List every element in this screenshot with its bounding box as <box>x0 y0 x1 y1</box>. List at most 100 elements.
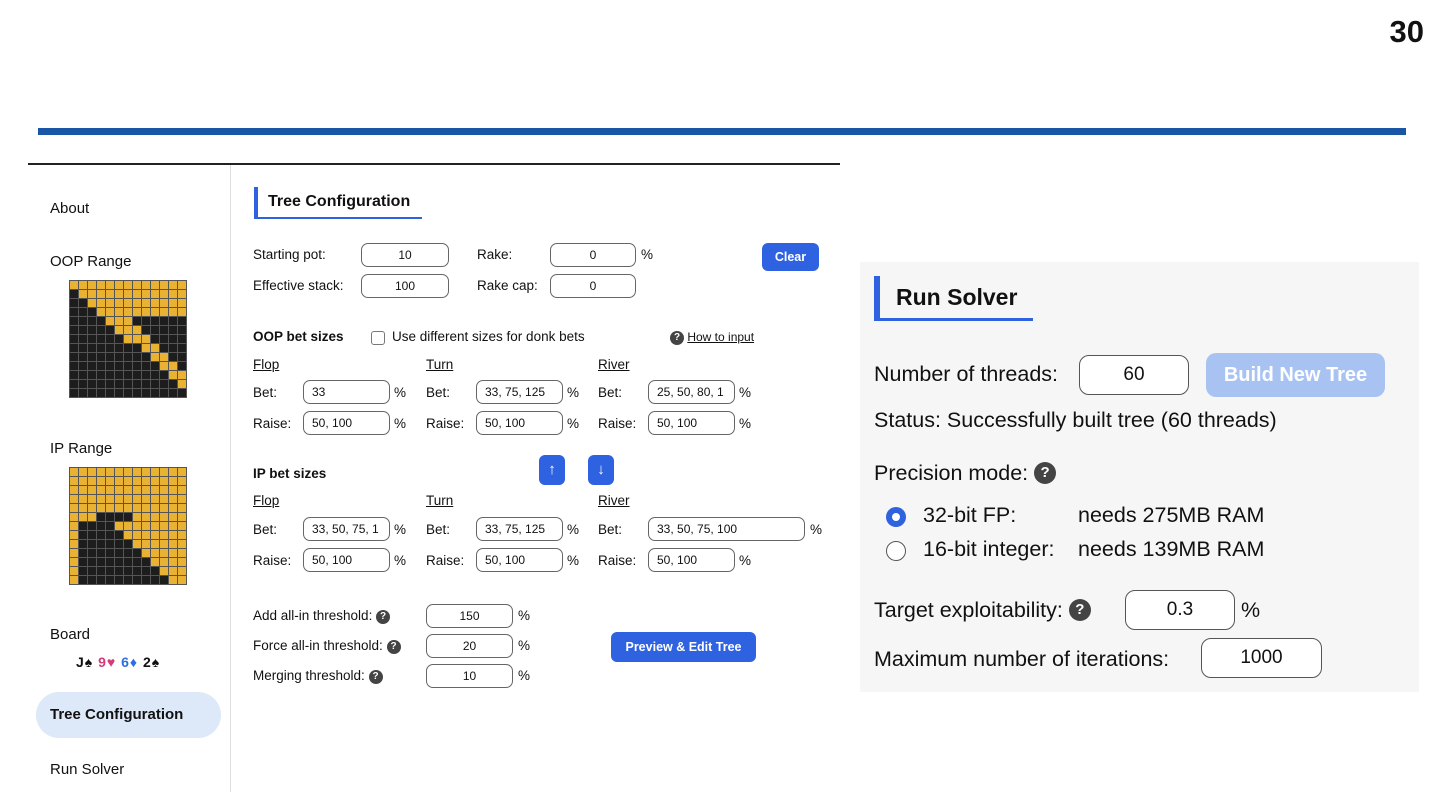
range-cell[interactable] <box>160 558 168 566</box>
range-cell[interactable] <box>178 380 186 388</box>
range-cell[interactable] <box>133 299 141 307</box>
range-cell[interactable] <box>160 380 168 388</box>
range-cell[interactable] <box>133 317 141 325</box>
range-cell[interactable] <box>106 362 114 370</box>
clear-button[interactable]: Clear <box>762 243 819 271</box>
range-cell[interactable] <box>79 317 87 325</box>
range-cell[interactable] <box>115 380 123 388</box>
range-cell[interactable] <box>97 290 105 298</box>
range-cell[interactable] <box>178 317 186 325</box>
range-cell[interactable] <box>142 504 150 512</box>
range-cell[interactable] <box>115 531 123 539</box>
range-cell[interactable] <box>70 335 78 343</box>
range-cell[interactable] <box>151 335 159 343</box>
sidebar-item-board[interactable]: Board <box>50 626 91 643</box>
sidebar-item-about[interactable]: About <box>50 200 90 217</box>
range-cell[interactable] <box>160 513 168 521</box>
range-cell[interactable] <box>106 353 114 361</box>
range-cell[interactable] <box>160 522 168 530</box>
oop-flop-bet-input[interactable]: 33 <box>303 380 390 404</box>
range-cell[interactable] <box>79 513 87 521</box>
range-cell[interactable] <box>124 362 132 370</box>
range-cell[interactable] <box>79 540 87 548</box>
range-cell[interactable] <box>160 371 168 379</box>
range-cell[interactable] <box>79 335 87 343</box>
range-cell[interactable] <box>97 317 105 325</box>
range-cell[interactable] <box>97 486 105 494</box>
range-cell[interactable] <box>142 353 150 361</box>
range-cell[interactable] <box>115 495 123 503</box>
range-cell[interactable] <box>133 567 141 575</box>
range-cell[interactable] <box>79 522 87 530</box>
range-cell[interactable] <box>70 380 78 388</box>
range-cell[interactable] <box>178 513 186 521</box>
ip-turn-raise-input[interactable]: 50, 100 <box>476 548 563 572</box>
range-cell[interactable] <box>133 540 141 548</box>
range-cell[interactable] <box>178 477 186 485</box>
range-cell[interactable] <box>88 335 96 343</box>
range-cell[interactable] <box>142 540 150 548</box>
range-cell[interactable] <box>160 576 168 584</box>
rake-cap-input[interactable]: 0 <box>550 274 636 298</box>
range-cell[interactable] <box>115 389 123 397</box>
range-cell[interactable] <box>133 353 141 361</box>
range-cell[interactable] <box>79 486 87 494</box>
range-cell[interactable] <box>70 290 78 298</box>
range-cell[interactable] <box>151 513 159 521</box>
range-cell[interactable] <box>169 549 177 557</box>
range-cell[interactable] <box>169 558 177 566</box>
range-cell[interactable] <box>79 281 87 289</box>
range-cell[interactable] <box>88 308 96 316</box>
range-cell[interactable] <box>79 326 87 334</box>
range-cell[interactable] <box>97 540 105 548</box>
range-cell[interactable] <box>178 504 186 512</box>
range-cell[interactable] <box>115 468 123 476</box>
range-cell[interactable] <box>124 540 132 548</box>
range-cell[interactable] <box>97 389 105 397</box>
range-cell[interactable] <box>142 477 150 485</box>
range-cell[interactable] <box>106 468 114 476</box>
range-cell[interactable] <box>70 477 78 485</box>
force-allin-input[interactable]: 20 <box>426 634 513 658</box>
range-cell[interactable] <box>88 540 96 548</box>
range-cell[interactable] <box>79 344 87 352</box>
range-cell[interactable] <box>142 281 150 289</box>
range-cell[interactable] <box>133 468 141 476</box>
range-cell[interactable] <box>106 549 114 557</box>
range-cell[interactable] <box>142 371 150 379</box>
effective-stack-input[interactable]: 100 <box>361 274 449 298</box>
range-cell[interactable] <box>133 513 141 521</box>
range-cell[interactable] <box>151 531 159 539</box>
range-cell[interactable] <box>70 344 78 352</box>
range-cell[interactable] <box>115 477 123 485</box>
range-cell[interactable] <box>106 335 114 343</box>
range-cell[interactable] <box>169 371 177 379</box>
range-cell[interactable] <box>133 308 141 316</box>
range-cell[interactable] <box>88 389 96 397</box>
range-cell[interactable] <box>97 477 105 485</box>
range-cell[interactable] <box>151 549 159 557</box>
sidebar-item-tree-configuration[interactable]: Tree Configuration <box>36 692 221 738</box>
preview-edit-tree-button[interactable]: Preview & Edit Tree <box>611 632 756 662</box>
range-cell[interactable] <box>115 504 123 512</box>
range-cell[interactable] <box>97 504 105 512</box>
threads-input[interactable]: 60 <box>1079 355 1189 395</box>
range-cell[interactable] <box>115 290 123 298</box>
range-cell[interactable] <box>124 281 132 289</box>
donk-bets-checkbox[interactable] <box>371 331 385 345</box>
range-cell[interactable] <box>142 290 150 298</box>
range-cell[interactable] <box>133 558 141 566</box>
range-cell[interactable] <box>160 468 168 476</box>
range-cell[interactable] <box>133 477 141 485</box>
range-cell[interactable] <box>124 371 132 379</box>
range-cell[interactable] <box>115 344 123 352</box>
range-cell[interactable] <box>106 389 114 397</box>
range-cell[interactable] <box>160 281 168 289</box>
range-cell[interactable] <box>106 486 114 494</box>
range-cell[interactable] <box>115 549 123 557</box>
range-cell[interactable] <box>124 299 132 307</box>
range-cell[interactable] <box>151 486 159 494</box>
range-cell[interactable] <box>106 344 114 352</box>
starting-pot-input[interactable]: 10 <box>361 243 449 267</box>
range-cell[interactable] <box>106 504 114 512</box>
